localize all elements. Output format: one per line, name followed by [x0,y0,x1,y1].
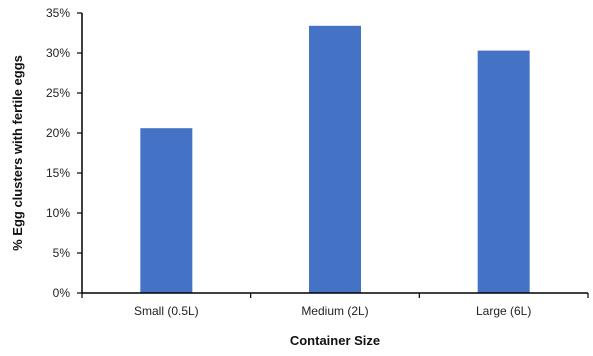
y-tick-label: 20% [46,126,70,140]
y-axis-title: % Egg clusters with fertile eggs [10,55,25,251]
x-tick-label: Small (0.5L) [134,304,199,318]
bar [140,128,193,293]
bar [309,25,361,294]
x-axis-title: Container Size [290,333,380,348]
y-tick-label: 25% [46,86,70,100]
bars [140,25,530,294]
y-tick-label: 30% [46,46,70,60]
x-axis-ticks: Small (0.5L) Medium (2L) Large (6L) [81,293,589,318]
bar [477,50,530,293]
y-tick-label: 0% [53,286,71,300]
x-tick-label: Large (6L) [476,304,531,318]
y-tick-label: 35% [46,6,70,20]
y-tick-label: 10% [46,206,70,220]
y-tick-label: 5% [53,246,71,260]
y-tick-label: 15% [46,166,70,180]
x-tick-label: Medium (2L) [301,304,368,318]
y-axis-ticks: 0% 5% 10% 15% 20% 25% 30% 35% [46,6,82,300]
